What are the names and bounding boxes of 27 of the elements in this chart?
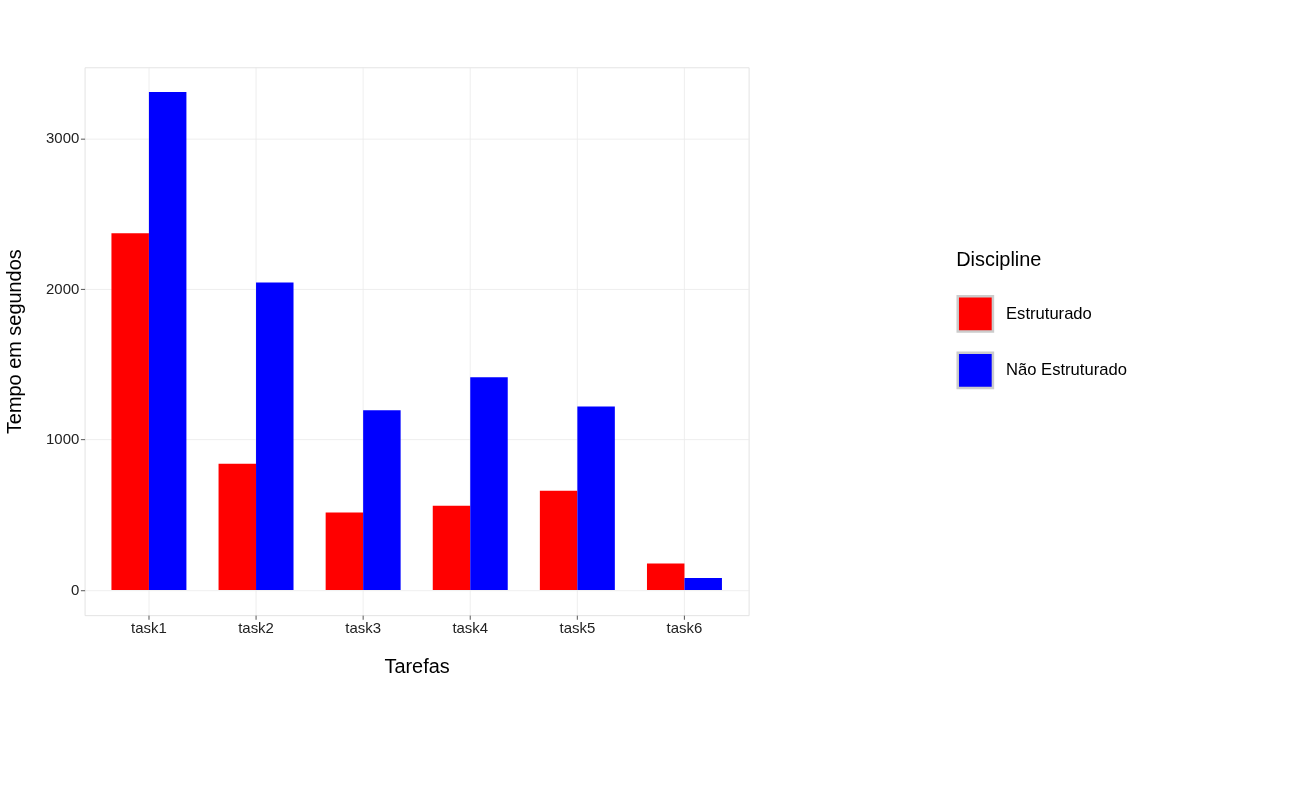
y-axis-title: Tempo em segundos: [3, 249, 26, 435]
legend-label: Estruturado: [1006, 303, 1092, 323]
y-tick-label: 2000: [46, 279, 80, 297]
legend-label: Não Estruturado: [1006, 360, 1127, 380]
bar: [363, 410, 401, 591]
bar: [218, 463, 257, 591]
bar: [256, 282, 294, 591]
x-tick-label: task6: [666, 619, 703, 637]
bar: [539, 490, 578, 591]
bar: [325, 512, 364, 591]
bar: [470, 377, 508, 591]
bar: [432, 505, 471, 591]
bar: [577, 406, 615, 591]
x-tick-label: task4: [452, 619, 489, 637]
y-tick-label: 3000: [46, 129, 80, 147]
bar: [148, 91, 187, 591]
bar: [646, 563, 685, 591]
bar: [111, 233, 149, 591]
x-tick-label: task1: [131, 619, 167, 637]
x-tick-label: task5: [559, 619, 596, 637]
x-tick-label: task3: [345, 619, 381, 637]
y-tick-label: 1000: [46, 430, 80, 448]
legend-title: Discipline: [956, 247, 1042, 270]
bar: [684, 577, 722, 591]
x-axis-title: Tarefas: [384, 654, 450, 677]
x-tick-label: task2: [238, 619, 274, 637]
y-tick-label: 0: [70, 580, 80, 598]
